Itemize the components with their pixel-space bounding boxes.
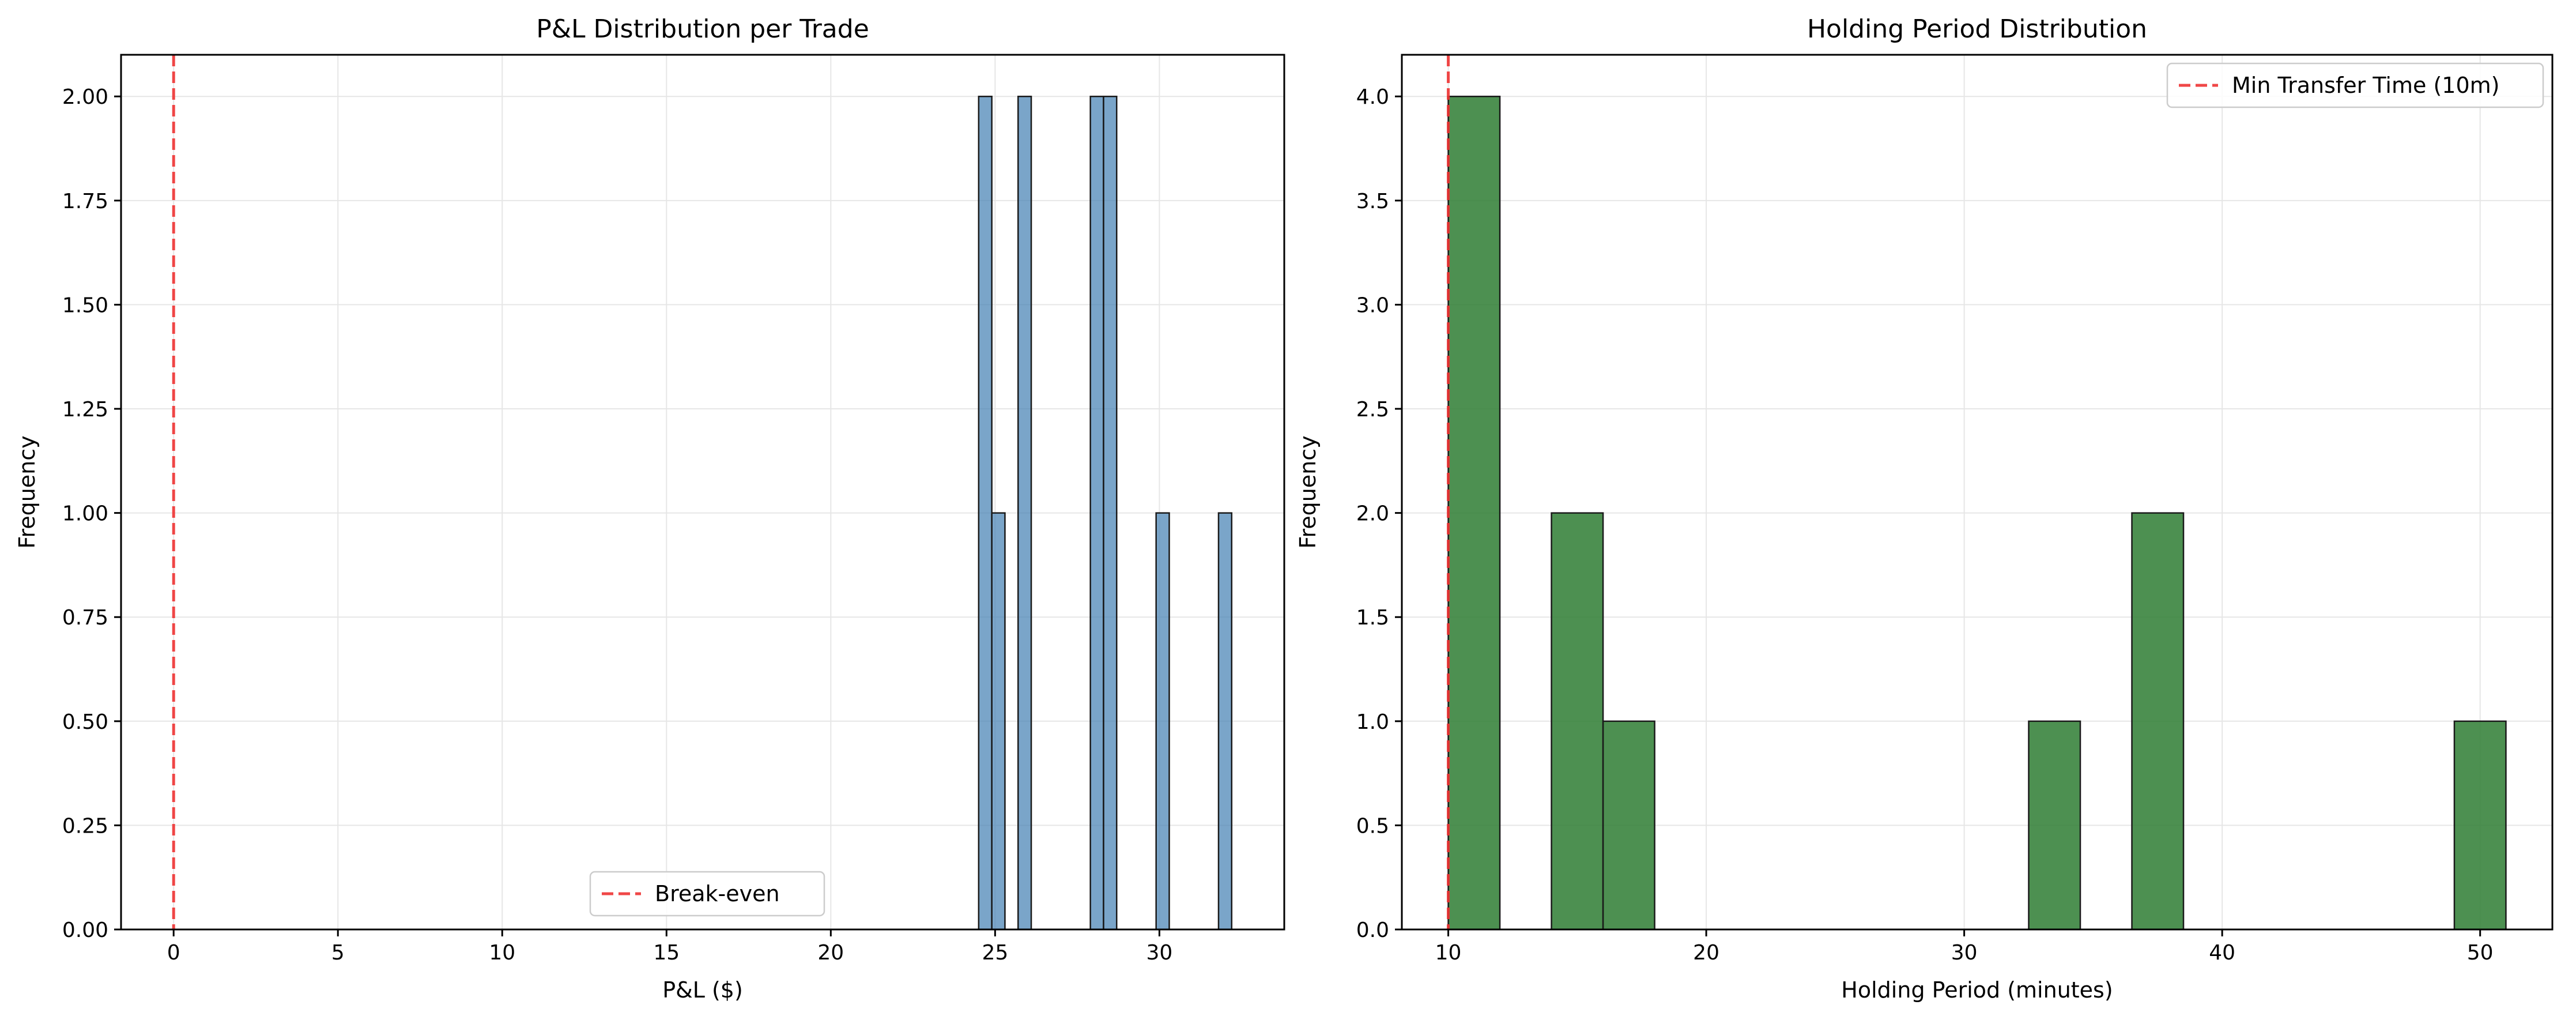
y-tick-label: 0.0 xyxy=(1356,919,1389,942)
x-tick-label: 30 xyxy=(1951,941,1978,965)
chart-panel-2: 10 20 30 40 50 0.0 0.5 1.0 1.5 2.0 2.5 3.0 3.5 4.0 Hol… xyxy=(1295,14,2554,1003)
chart-panels: 0 5 10 15 20 25 300.000.250.500.751.001.251.50… xyxy=(14,14,2554,1003)
legend-label: Min Transfer Time (10m) xyxy=(2232,73,2499,98)
histogram-bar xyxy=(1089,95,1104,931)
histogram-bar xyxy=(1551,512,1604,931)
histogram-bar xyxy=(1155,512,1170,931)
histogram-bar xyxy=(2131,512,2185,931)
x-tick-label: 40 xyxy=(2209,941,2235,965)
histogram-bar xyxy=(978,95,993,931)
histogram-bar xyxy=(1103,95,1118,931)
x-tick-label: 20 xyxy=(1693,941,1719,965)
y-tick-label: 0.50 xyxy=(62,710,108,734)
chart-title: Holding Period Distribution xyxy=(1807,14,2147,44)
histogram-bar xyxy=(1602,720,1655,931)
x-tick-label: 20 xyxy=(817,941,844,965)
x-tick-label: 15 xyxy=(653,941,680,965)
histogram-bar xyxy=(2453,720,2507,931)
x-tick-label: 5 xyxy=(331,941,345,965)
x-tick-label: 25 xyxy=(982,941,1008,965)
x-axis-label: Holding Period (minutes) xyxy=(1841,977,2113,1003)
legend: Break-even xyxy=(589,871,825,917)
y-tick-label: 0.5 xyxy=(1356,814,1389,838)
legend: Min Transfer Time (10m) xyxy=(2166,62,2544,108)
y-tick-label: 2.5 xyxy=(1356,398,1389,421)
x-tick-label: 50 xyxy=(2467,941,2494,965)
chart-title: P&L Distribution per Trade xyxy=(536,14,869,44)
y-tick-label: 0.00 xyxy=(62,919,108,942)
histogram-bar xyxy=(2028,720,2081,931)
plot-frame xyxy=(120,54,1285,931)
x-tick-label: 0 xyxy=(167,941,180,965)
legend-label: Break-even xyxy=(655,881,780,906)
y-tick-label: 1.75 xyxy=(62,190,108,213)
y-tick-label: 1.0 xyxy=(1356,710,1389,734)
legend-box xyxy=(589,871,825,917)
legend-box xyxy=(2166,62,2544,108)
y-tick-label: 0.25 xyxy=(62,814,108,838)
y-tick-label: 4.0 xyxy=(1356,85,1389,109)
y-tick-label: 1.50 xyxy=(62,293,108,317)
y-axis-label: Frequency xyxy=(1295,435,1321,548)
y-tick-label: 1.00 xyxy=(62,502,108,526)
y-tick-label: 0.75 xyxy=(62,606,108,630)
x-axis-label: P&L ($) xyxy=(662,977,743,1003)
histogram-bar xyxy=(1017,95,1032,931)
histogram-bar xyxy=(991,512,1006,931)
x-tick-label: 30 xyxy=(1146,941,1172,965)
y-tick-label: 2.00 xyxy=(62,85,108,109)
y-tick-label: 3.0 xyxy=(1356,293,1389,317)
histogram-bar xyxy=(1447,95,1501,931)
plot-frame xyxy=(1401,54,2554,931)
x-tick-label: 10 xyxy=(489,941,515,965)
x-tick-label: 10 xyxy=(1435,941,1462,965)
histogram-bar xyxy=(1217,512,1233,931)
y-tick-label: 3.5 xyxy=(1356,190,1389,213)
y-tick-label: 2.0 xyxy=(1356,502,1389,526)
y-tick-label: 1.25 xyxy=(62,398,108,421)
y-tick-label: 1.5 xyxy=(1356,606,1389,630)
y-axis-label: Frequency xyxy=(14,435,40,548)
chart-panel-1: 0 5 10 15 20 25 30 0.00 0.25 0.50 0.75 1.00 1.25 1.50… xyxy=(14,14,1285,1003)
